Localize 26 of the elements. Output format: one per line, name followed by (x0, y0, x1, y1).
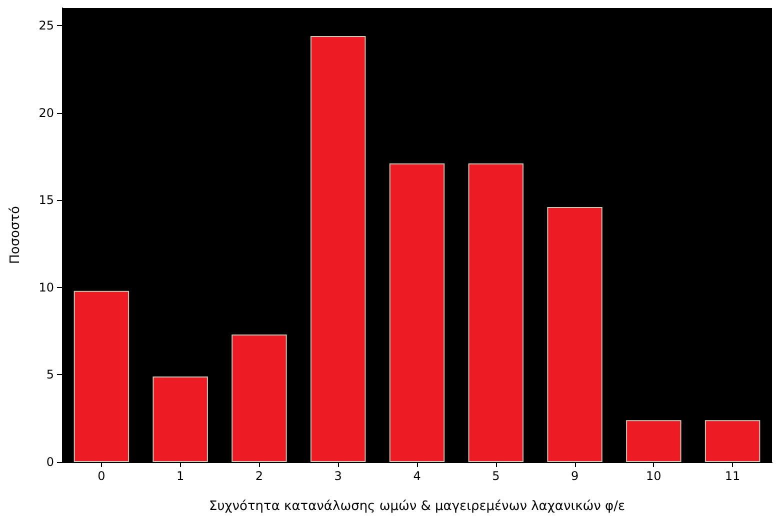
bar (547, 207, 602, 462)
y-tick-label: 5 (46, 368, 54, 382)
bar (468, 163, 524, 462)
bar (152, 376, 208, 462)
x-tick-label: 3 (334, 469, 342, 483)
x-tick-label: 10 (646, 469, 662, 483)
x-tick-label: 4 (413, 469, 421, 483)
y-tick-label: 15 (38, 193, 54, 208)
bar (704, 420, 760, 462)
x-tick-label: 5 (492, 469, 500, 483)
x-axis-title: Συχνότητα κατανάλωσης ωμών & μαγειρεμένων λαχανικών φ/ε (208, 499, 626, 514)
bar (310, 36, 366, 462)
x-tick-label: 0 (98, 469, 106, 483)
y-tick-label: 25 (38, 18, 54, 32)
bar (74, 290, 130, 462)
x-tick-label: 9 (570, 469, 579, 483)
y-axis-title: Ποσοστό (8, 206, 23, 264)
y-tick-label: 0 (46, 455, 54, 469)
x-tick-label: 1 (176, 469, 184, 483)
y-tick-label: 10 (38, 280, 54, 294)
bar (389, 163, 445, 462)
y-tick-label: 20 (38, 106, 54, 120)
x-tick-label: 11 (724, 469, 740, 483)
bar (232, 334, 287, 462)
x-tick-label: 2 (255, 469, 264, 483)
bar (626, 420, 682, 462)
